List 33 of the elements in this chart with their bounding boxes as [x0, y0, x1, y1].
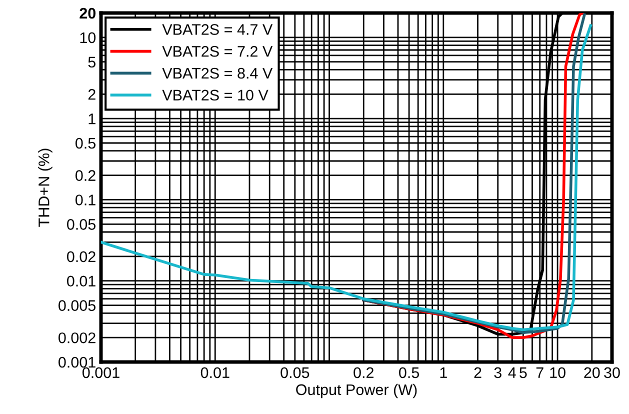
- x-tick-label: 0.01: [200, 367, 230, 378]
- y-tick-label: 0.001: [58, 356, 96, 368]
- y-tick-label: 0.05: [67, 219, 96, 230]
- y-tick-label: 1: [88, 114, 96, 124]
- y-tick-label: 0.01: [67, 276, 96, 287]
- y-axis-title: THD+N (%): [38, 148, 52, 227]
- legend-label: VBAT2S = 4.7 V: [162, 24, 273, 35]
- legend-label: VBAT2S = 8.4 V: [162, 68, 273, 79]
- y-tick-label: 0.5: [76, 138, 96, 149]
- y-tick-label: 2: [88, 89, 96, 100]
- y-tick-label: 0.1: [76, 194, 96, 206]
- legend-label: VBAT2S = 10 V: [162, 90, 268, 101]
- y-tick-label: 0.005: [58, 300, 96, 311]
- y-tick-label: 5: [88, 56, 96, 68]
- x-tick-label: 0.5: [399, 367, 420, 378]
- x-tick-label: 2: [474, 367, 482, 378]
- x-tick-label: 0.05: [280, 367, 310, 378]
- x-axis-title: Output Power (W): [296, 384, 417, 398]
- y-tick-label: 10: [80, 32, 96, 44]
- x-tick-label: 7: [536, 367, 544, 378]
- x-tick-label: 3: [494, 367, 502, 378]
- x-tick-label: 5: [520, 367, 527, 378]
- legend-label: VBAT2S = 7.2 V: [162, 46, 273, 57]
- y-tick-label: 20: [80, 8, 96, 19]
- x-tick-label: 10: [550, 367, 566, 378]
- x-tick-label: 30: [604, 367, 620, 378]
- x-tick-label: 4: [508, 367, 516, 378]
- y-tick-label: 0.002: [58, 332, 96, 344]
- x-tick-label: 1: [440, 367, 447, 378]
- y-tick-label: 0.02: [67, 251, 96, 262]
- x-tick-label: 20: [584, 367, 600, 378]
- x-tick-label: 0.2: [354, 367, 374, 378]
- y-tick-label: 0.2: [76, 170, 96, 181]
